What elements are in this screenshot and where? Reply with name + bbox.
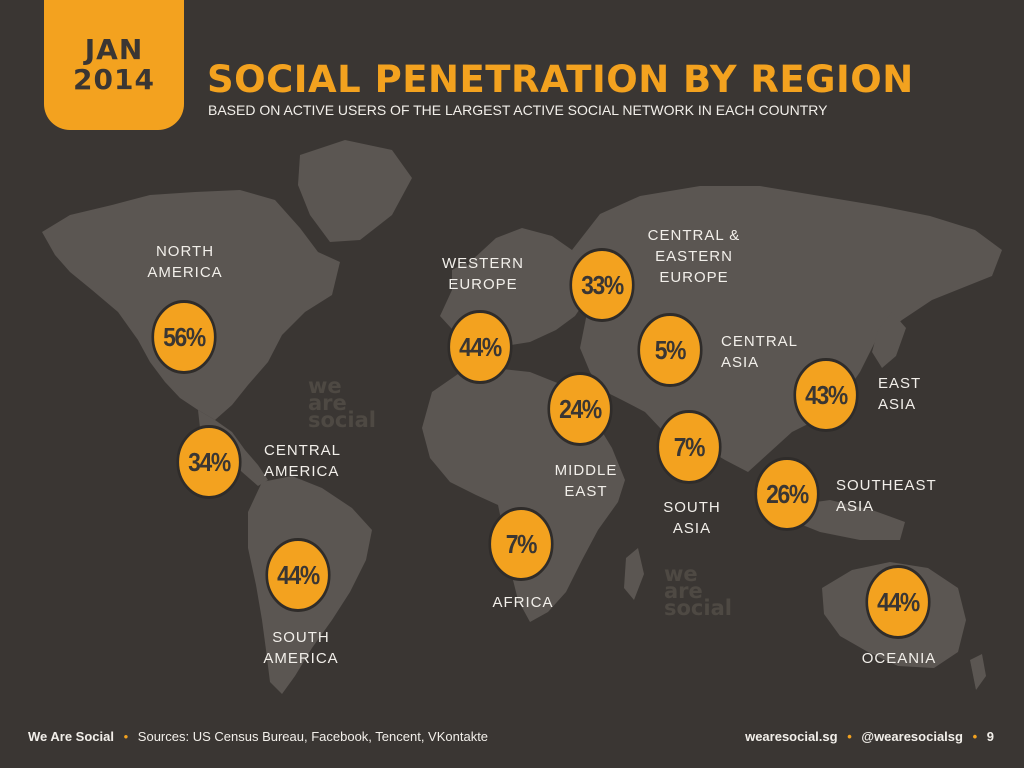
footer-separator: •	[123, 729, 129, 744]
footer-handle[interactable]: @wearesocialsg	[861, 729, 963, 744]
region-label-line: WESTERN	[442, 255, 524, 272]
footer-separator: •	[847, 729, 852, 744]
region-label-line: EASTERN	[655, 248, 733, 265]
region-label-line: ASIA	[836, 498, 875, 515]
footer-separator: •	[972, 729, 978, 744]
region-label-line: EUROPE	[659, 269, 729, 286]
region-label-western-europe: WESTERN EUROPE	[433, 253, 533, 295]
bubble-southeast-asia: 26%	[754, 457, 820, 531]
region-label-line: ASIA	[878, 396, 917, 413]
bubble-south-america: 44%	[265, 538, 331, 612]
footer-sources: Sources: US Census Bureau, Facebook, Ten…	[137, 729, 489, 744]
region-label-line: EAST	[564, 483, 608, 500]
region-label-line: AFRICA	[492, 594, 554, 611]
region-label-line: EUROPE	[448, 276, 518, 293]
watermark-logo: we are social	[308, 374, 376, 432]
region-label-central-asia: CENTRAL ASIA	[721, 331, 798, 373]
region-label-south-america: SOUTH AMERICA	[251, 627, 351, 669]
region-label-line: OCEANIA	[861, 650, 937, 667]
watermark-line: social	[308, 408, 376, 432]
region-label-southeast-asia: SOUTHEAST ASIA	[836, 475, 937, 517]
bubble-oceania: 44%	[865, 565, 931, 639]
region-label-line: CENTRAL	[721, 333, 799, 350]
bubble-south-asia: 7%	[656, 410, 722, 484]
bubble-north-america: 56%	[151, 300, 217, 374]
footer-brand: We Are Social	[28, 729, 114, 744]
badge-year: 2014	[73, 63, 155, 96]
region-label-line: MIDDLE	[554, 462, 618, 479]
page-subtitle: BASED ON ACTIVE USERS OF THE LARGEST ACT…	[208, 102, 828, 118]
region-label-line: ASIA	[721, 354, 760, 371]
date-badge: JAN 2014	[44, 0, 184, 130]
bubble-central-america: 34%	[176, 425, 242, 499]
watermark-line: we	[664, 562, 698, 586]
region-label-central-america: CENTRAL AMERICA	[264, 440, 341, 482]
map-madagascar	[624, 548, 644, 600]
region-label-line: SOUTHEAST	[836, 477, 937, 494]
watermark-line: are	[308, 391, 347, 415]
region-label-line: ASIA	[672, 520, 712, 537]
region-label-line: SOUTH	[663, 499, 721, 516]
footer-website[interactable]: wearesocial.sg	[745, 729, 838, 744]
region-label-line: EAST	[878, 375, 922, 392]
watermark-line: social	[664, 596, 732, 620]
region-label-central-eastern-europe: CENTRAL & EASTERN EUROPE	[639, 225, 749, 288]
region-label-line: AMERICA	[147, 264, 223, 281]
region-label-line: AMERICA	[264, 463, 340, 480]
bubble-east-asia: 43%	[793, 358, 859, 432]
bubble-middle-east: 24%	[547, 372, 613, 446]
region-label-line: NORTH	[155, 243, 215, 260]
watermark-line: we	[308, 374, 342, 398]
footer-page-number: 9	[986, 729, 994, 744]
region-label-south-asia: SOUTH ASIA	[642, 497, 742, 539]
region-label-east-asia: EAST ASIA	[878, 373, 921, 415]
region-label-line: CENTRAL &	[647, 227, 741, 244]
map-asia	[572, 186, 1002, 472]
region-label-middle-east: MIDDLE EAST	[536, 460, 636, 502]
region-label-line: SOUTH	[272, 629, 330, 646]
footer-left: We Are Social • Sources: US Census Burea…	[28, 729, 488, 744]
bubble-western-europe: 44%	[447, 310, 513, 384]
bubble-central-asia: 5%	[637, 313, 703, 387]
region-label-line: AMERICA	[263, 650, 339, 667]
region-label-north-america: NORTH AMERICA	[135, 241, 235, 283]
bubble-africa: 7%	[488, 507, 554, 581]
badge-month: JAN	[84, 33, 144, 66]
region-label-line: CENTRAL	[264, 442, 342, 459]
page-title: SOCIAL PENETRATION BY REGION	[207, 58, 914, 101]
watermark-logo: we are social	[664, 562, 732, 620]
map-uk	[452, 262, 472, 300]
map-japan	[872, 312, 906, 368]
map-southeast-asia-islands	[795, 500, 905, 540]
footer-right: wearesocial.sg • @wearesocialsg • 9	[745, 729, 994, 744]
region-label-oceania: OCEANIA	[849, 648, 949, 669]
bubble-central-eastern-europe: 33%	[569, 248, 635, 322]
region-label-africa: AFRICA	[473, 592, 573, 613]
map-new-zealand	[970, 654, 986, 690]
map-greenland	[298, 140, 412, 242]
watermark-line: are	[664, 579, 703, 603]
